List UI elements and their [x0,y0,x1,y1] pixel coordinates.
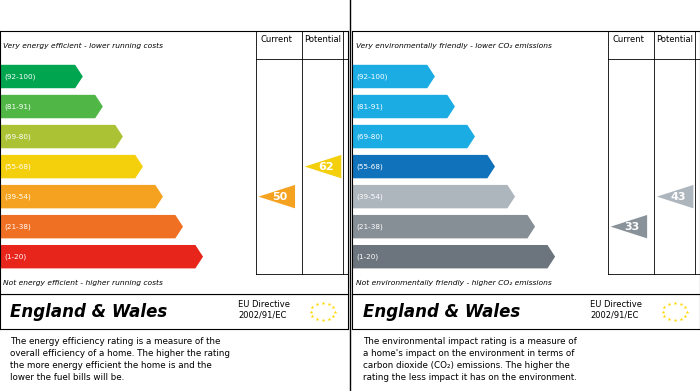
Text: Very energy efficient - lower running costs: Very energy efficient - lower running co… [4,43,164,49]
Text: Potential: Potential [656,35,693,44]
Polygon shape [0,155,143,178]
Text: Current: Current [612,35,644,44]
Polygon shape [0,65,83,88]
Text: (69-80): (69-80) [356,133,383,140]
Text: (21-38): (21-38) [4,223,31,230]
Text: A: A [438,70,447,83]
Text: (69-80): (69-80) [4,133,31,140]
Polygon shape [610,215,647,239]
Text: EU Directive
2002/91/EC: EU Directive 2002/91/EC [590,300,643,320]
Text: Energy Efficiency Rating: Energy Efficiency Rating [10,9,194,22]
Text: A: A [85,70,95,83]
Text: 62: 62 [318,161,334,172]
Polygon shape [304,155,342,178]
Text: (1-20): (1-20) [356,253,379,260]
Text: EU Directive
2002/91/EC: EU Directive 2002/91/EC [238,300,290,320]
Text: G: G [558,250,568,263]
Text: 33: 33 [624,222,639,231]
Polygon shape [352,185,515,208]
Text: B: B [106,100,115,113]
Polygon shape [352,65,435,88]
Text: Very environmentally friendly - lower CO₂ emissions: Very environmentally friendly - lower CO… [356,43,552,49]
Text: C: C [126,130,135,143]
Text: Potential: Potential [304,35,341,44]
Text: (81-91): (81-91) [356,103,383,110]
Polygon shape [352,125,475,148]
Text: Not energy efficient - higher running costs: Not energy efficient - higher running co… [4,280,163,286]
Text: B: B [458,100,467,113]
Text: (39-54): (39-54) [356,194,383,200]
Text: The environmental impact rating is a measure of
a home's impact on the environme: The environmental impact rating is a mea… [363,337,576,382]
Text: (55-68): (55-68) [4,163,31,170]
Polygon shape [657,185,694,208]
Polygon shape [0,185,163,208]
Text: Current: Current [260,35,292,44]
Text: 43: 43 [671,192,686,202]
Polygon shape [0,245,203,268]
Polygon shape [0,215,183,239]
Text: The energy efficiency rating is a measure of the
overall efficiency of a home. T: The energy efficiency rating is a measur… [10,337,230,382]
Text: Environmental Impact (CO₂) Rating: Environmental Impact (CO₂) Rating [363,9,624,22]
Polygon shape [0,125,123,148]
Text: D: D [146,160,156,173]
Polygon shape [352,245,555,268]
Text: (81-91): (81-91) [4,103,31,110]
Text: England & Wales: England & Wales [363,303,520,321]
Text: (39-54): (39-54) [4,194,31,200]
Text: F: F [186,220,195,233]
Polygon shape [258,185,295,208]
Text: (55-68): (55-68) [356,163,383,170]
Text: F: F [538,220,547,233]
Text: (92-100): (92-100) [4,73,36,80]
Text: C: C [478,130,487,143]
Polygon shape [352,155,495,178]
Text: E: E [518,190,526,203]
Text: G: G [206,250,216,263]
Text: D: D [498,160,508,173]
Text: Not environmentally friendly - higher CO₂ emissions: Not environmentally friendly - higher CO… [356,280,552,286]
Text: 50: 50 [272,192,287,202]
Text: (1-20): (1-20) [4,253,27,260]
Text: (92-100): (92-100) [356,73,388,80]
Text: (21-38): (21-38) [356,223,383,230]
Polygon shape [0,95,103,118]
Text: E: E [166,190,174,203]
Text: England & Wales: England & Wales [10,303,168,321]
Polygon shape [352,95,455,118]
Polygon shape [352,215,535,239]
